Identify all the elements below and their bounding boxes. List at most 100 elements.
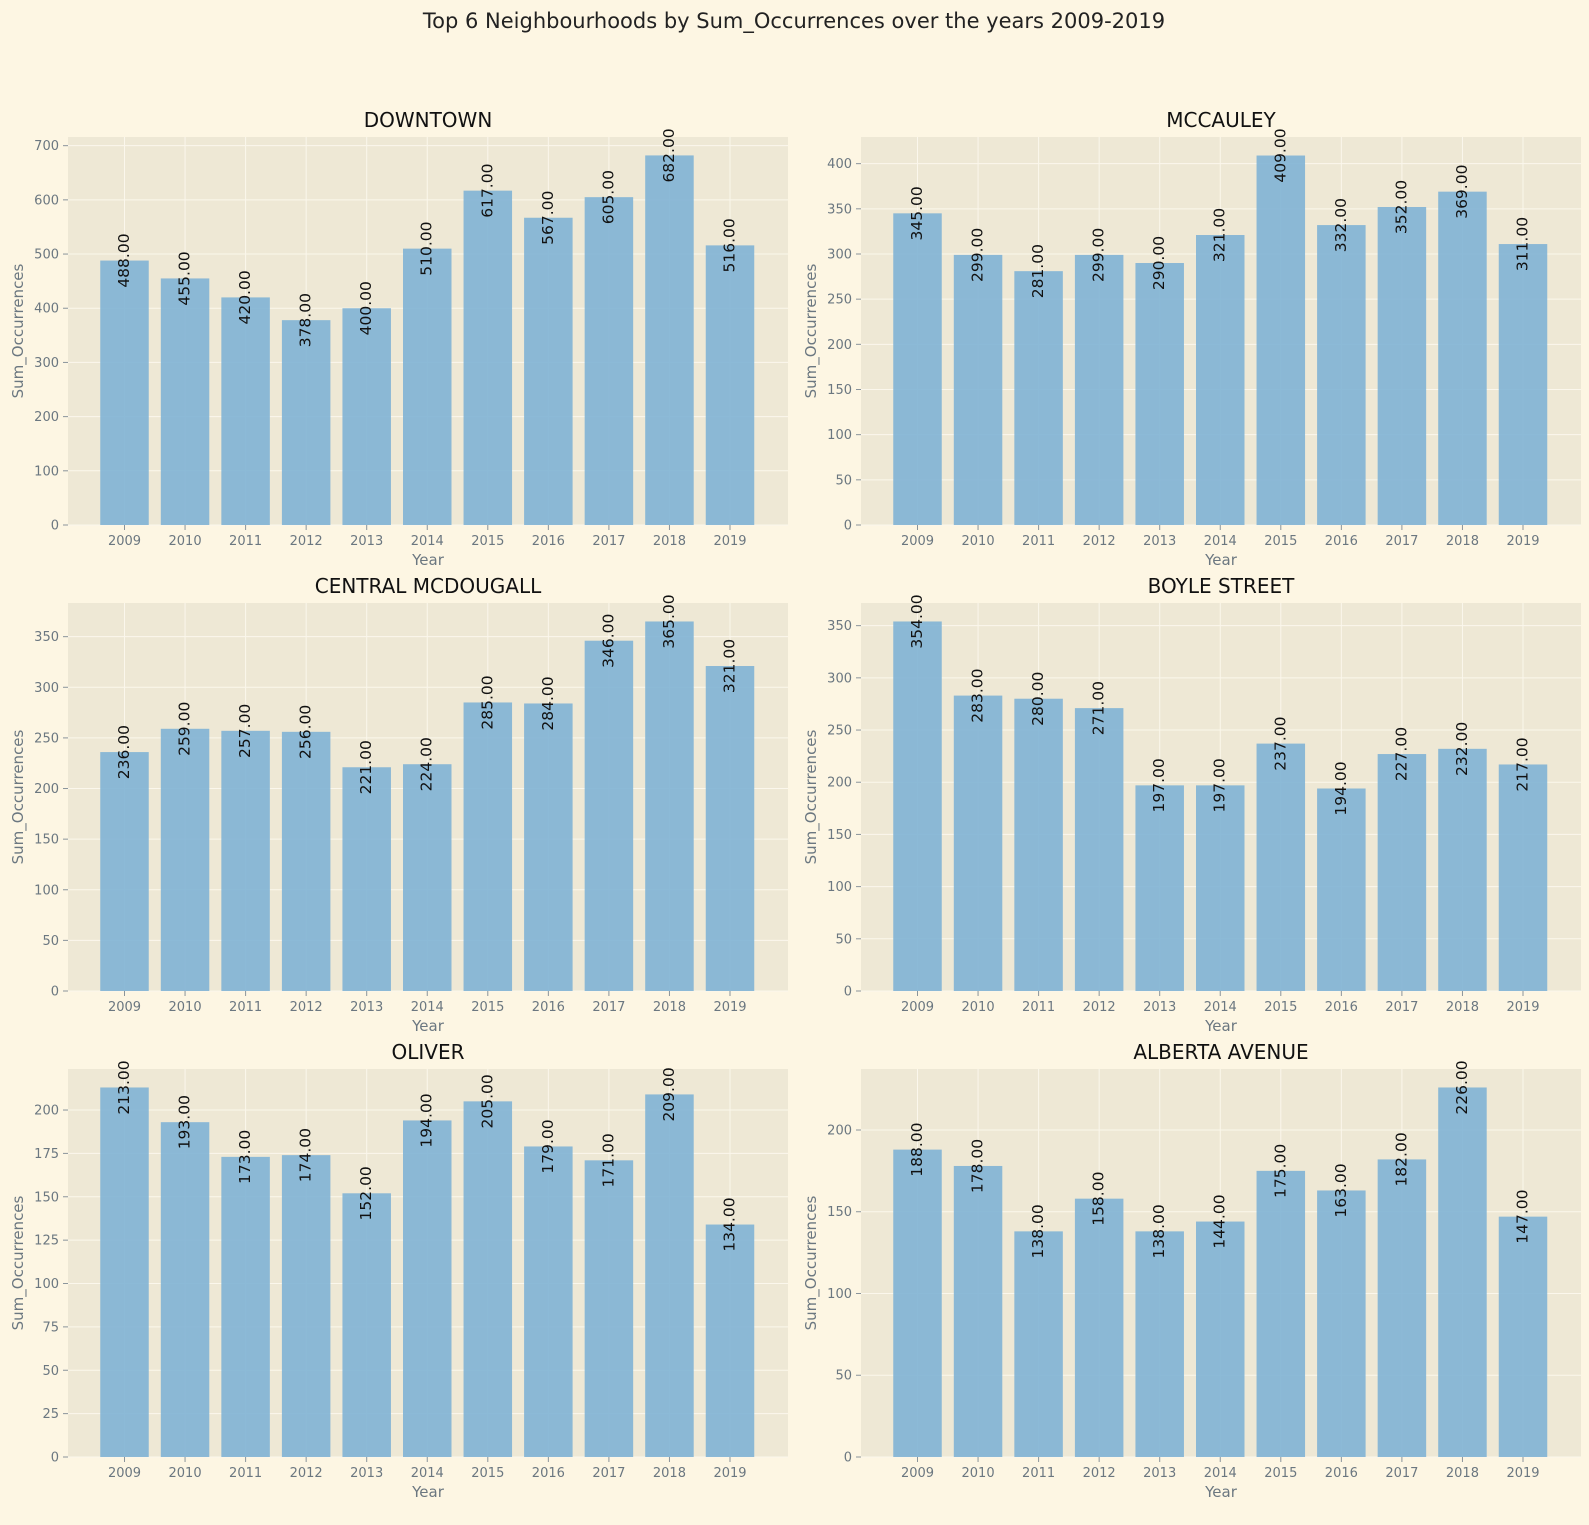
bar-2014 [403, 248, 452, 525]
bar-2016 [524, 1146, 573, 1457]
x-tick-label: 2017 [1385, 1466, 1418, 1481]
bar-value-label: 213.00 [115, 1060, 133, 1114]
bar-value-label: 299.00 [1090, 228, 1108, 282]
bar-2011 [1014, 698, 1063, 991]
y-tick-label: 50 [835, 473, 852, 488]
bar-2012 [1074, 254, 1124, 525]
x-tick-label: 2015 [1264, 1466, 1297, 1481]
bar-value-label: 178.00 [969, 1139, 987, 1193]
bar-value-label: 147.00 [1514, 1190, 1532, 1244]
bar-value-label: 299.00 [969, 228, 987, 282]
y-tick-label: 0 [844, 1451, 852, 1466]
y-tick-label: 0 [51, 519, 59, 534]
bar-2019 [705, 245, 755, 525]
y-tick-label: 350 [827, 202, 852, 217]
x-tick-label: 2009 [901, 1000, 934, 1015]
bar-2014 [1196, 785, 1245, 991]
bar-value-label: 221.00 [357, 740, 375, 794]
bar-2011 [1014, 1231, 1063, 1457]
bar-2015 [463, 190, 513, 525]
y-axis-label: Sum_Occurrences [802, 1195, 821, 1330]
bar-value-label: 194.00 [1332, 761, 1350, 815]
x-tick-label: 2014 [411, 534, 444, 549]
bar-2013 [342, 308, 391, 525]
bar-2011 [221, 1156, 270, 1457]
x-axis-label: Year [1204, 1017, 1238, 1035]
bar-2011 [221, 730, 270, 991]
x-tick-label: 2012 [1083, 1000, 1116, 1015]
y-tick-label: 200 [827, 1123, 852, 1138]
subplot-2: 0 50 100 150 200 250 300 350 400 2009 2010 2011 2012… [802, 108, 1581, 569]
x-tick-label: 2010 [169, 1000, 202, 1015]
y-tick-label: 700 [34, 139, 59, 154]
y-tick-label: 150 [34, 1190, 59, 1205]
x-tick-label: 2017 [1385, 534, 1418, 549]
y-tick-label: 150 [827, 1205, 852, 1220]
x-tick-label: 2013 [350, 1000, 383, 1015]
bar-2015 [1256, 1170, 1306, 1457]
bar-2019 [1498, 1216, 1548, 1457]
subplot-1: 0 100 200 300 400 500 600 700 2009 2010 2011 2012 20… [9, 108, 788, 569]
x-tick-label: 2011 [1022, 1000, 1055, 1015]
bar-value-label: 332.00 [1332, 198, 1350, 252]
x-tick-label: 2016 [532, 1000, 565, 1015]
x-tick-label: 2014 [1204, 534, 1237, 549]
bar-2010 [160, 278, 210, 525]
y-tick-label: 250 [34, 731, 59, 746]
bar-value-label: 682.00 [660, 128, 678, 182]
bar-value-label: 281.00 [1029, 244, 1047, 298]
bar-value-label: 455.00 [176, 251, 194, 305]
y-tick-label: 25 [42, 1407, 59, 1422]
bar-value-label: 280.00 [1029, 672, 1047, 726]
bar-2019 [1498, 244, 1548, 526]
bar-value-label: 134.00 [721, 1197, 739, 1251]
bar-value-label: 138.00 [1029, 1204, 1047, 1258]
y-axis-label: Sum_Occurrences [802, 263, 821, 398]
bar-2018 [1438, 748, 1487, 991]
bar-value-label: 224.00 [418, 737, 436, 791]
bar-2010 [953, 254, 1003, 525]
bar-value-label: 617.00 [478, 164, 496, 218]
x-tick-label: 2012 [290, 1466, 323, 1481]
bar-2018 [645, 155, 694, 526]
y-tick-label: 300 [827, 247, 852, 262]
bar-value-label: 232.00 [1453, 722, 1471, 776]
bar-value-label: 256.00 [297, 705, 315, 759]
bar-2018 [645, 1094, 694, 1457]
bar-2009 [100, 1087, 149, 1457]
bar-2016 [1317, 788, 1366, 991]
x-tick-label: 2013 [350, 1466, 383, 1481]
bar-value-label: 193.00 [176, 1095, 194, 1149]
bar-2016 [524, 703, 573, 991]
x-axis-label: Year [411, 551, 445, 569]
bar-2017 [584, 1160, 634, 1457]
bar-2009 [893, 621, 942, 991]
x-tick-label: 2019 [1506, 534, 1539, 549]
bar-value-label: 605.00 [599, 170, 617, 224]
y-tick-label: 0 [51, 985, 59, 1000]
x-tick-label: 2015 [1264, 534, 1297, 549]
bar-value-label: 182.00 [1392, 1132, 1410, 1186]
bar-2009 [100, 752, 149, 991]
x-tick-label: 2017 [1385, 1000, 1418, 1015]
x-tick-label: 2013 [350, 534, 383, 549]
x-tick-label: 2009 [108, 534, 141, 549]
bar-2012 [281, 320, 331, 525]
bar-value-label: 346.00 [599, 614, 617, 668]
y-tick-label: 50 [835, 932, 852, 947]
subplot-title: OLIVER [392, 1040, 465, 1064]
bar-2011 [221, 297, 270, 525]
subplot-5: 0 25 50 75 100 125 150 175 200 2009 2010 2011 2012 20… [9, 1040, 788, 1501]
x-tick-label: 2015 [471, 1000, 504, 1015]
bar-value-label: 175.00 [1271, 1144, 1289, 1198]
bar-value-label: 378.00 [297, 293, 315, 347]
bar-2017 [584, 640, 634, 991]
bar-2017 [584, 197, 634, 526]
x-tick-label: 2012 [290, 534, 323, 549]
x-tick-label: 2016 [1325, 534, 1358, 549]
bar-2018 [1438, 191, 1487, 526]
bar-2018 [1438, 1087, 1487, 1457]
bar-2019 [1498, 764, 1548, 991]
x-tick-label: 2019 [1506, 1466, 1539, 1481]
